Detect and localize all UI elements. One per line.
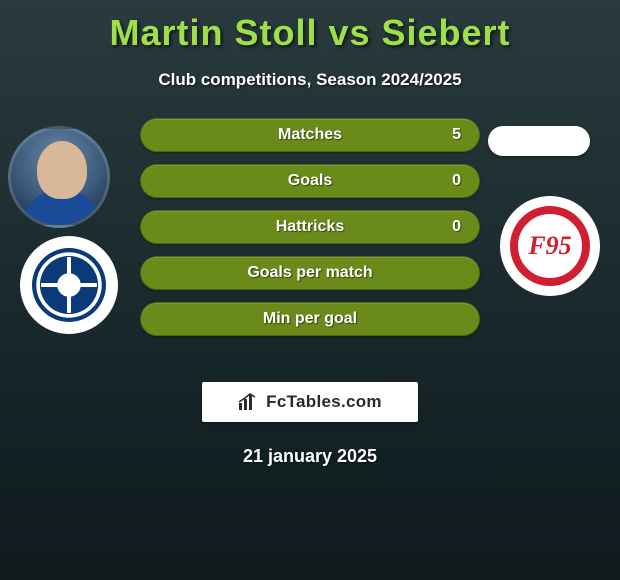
stat-label: Matches bbox=[141, 119, 479, 151]
stat-label: Min per goal bbox=[141, 303, 479, 335]
stat-label: Hattricks bbox=[141, 211, 479, 243]
stat-row-goals: Goals 0 bbox=[140, 164, 480, 198]
stat-row-matches: Matches 5 bbox=[140, 118, 480, 152]
page-title: Martin Stoll vs Siebert bbox=[0, 0, 620, 54]
stat-value: 0 bbox=[452, 165, 461, 197]
comparison-panel: F95 Matches 5 Goals 0 Hattricks 0 Goals … bbox=[0, 118, 620, 378]
player-photo-right bbox=[488, 126, 590, 156]
stat-value: 0 bbox=[452, 211, 461, 243]
bar-chart-icon bbox=[238, 393, 260, 411]
branding-badge: FcTables.com bbox=[202, 382, 418, 422]
stat-rows: Matches 5 Goals 0 Hattricks 0 Goals per … bbox=[140, 118, 480, 348]
branding-text: FcTables.com bbox=[266, 392, 382, 412]
season-subtitle: Club competitions, Season 2024/2025 bbox=[0, 70, 620, 90]
stat-row-goals-per-match: Goals per match bbox=[140, 256, 480, 290]
club-logo-right: F95 bbox=[500, 196, 600, 296]
snapshot-date: 21 january 2025 bbox=[0, 446, 620, 467]
stat-label: Goals bbox=[141, 165, 479, 197]
stat-value: 5 bbox=[452, 119, 461, 151]
stat-row-min-per-goal: Min per goal bbox=[140, 302, 480, 336]
fortuna-crest-icon: F95 bbox=[510, 206, 590, 286]
ksc-crest-icon bbox=[32, 248, 106, 322]
stat-row-hattricks: Hattricks 0 bbox=[140, 210, 480, 244]
stat-label: Goals per match bbox=[141, 257, 479, 289]
player-photo-left bbox=[8, 126, 110, 228]
club-logo-left bbox=[20, 236, 118, 334]
